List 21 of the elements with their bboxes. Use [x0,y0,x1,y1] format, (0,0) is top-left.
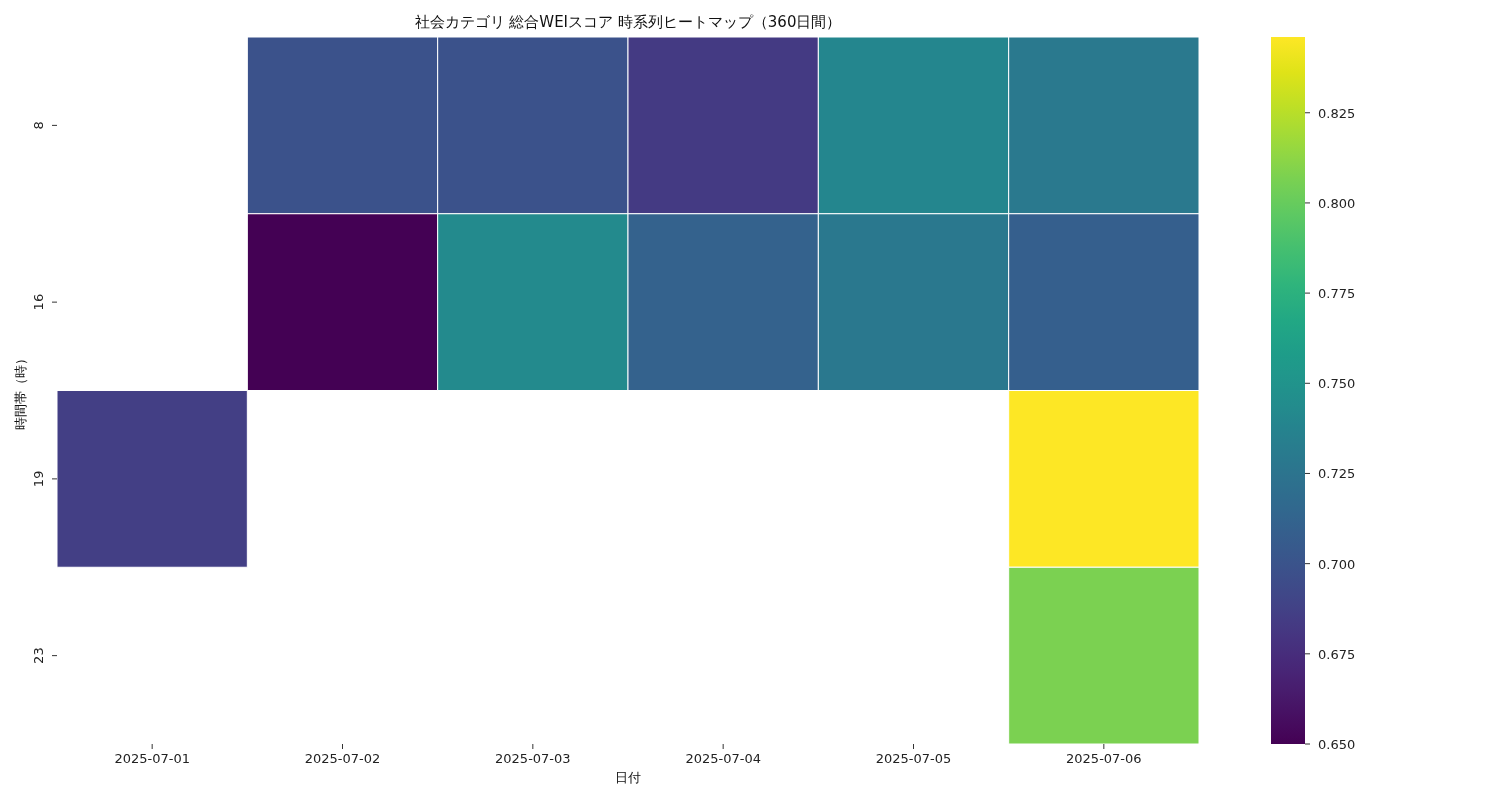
color-bar-label: 0.700 [1318,556,1356,572]
color-bar-label: 0.825 [1318,105,1356,121]
x-tick-label: 2025-07-02 [304,751,381,766]
y-tick-label: 8 [31,121,46,130]
color-bar-label: 0.725 [1318,466,1356,482]
color-bar-label: 0.750 [1318,376,1356,392]
color-bar-label: 0.775 [1318,286,1356,302]
x-tick-label: 2025-07-05 [875,751,952,766]
color-bar-label: 0.800 [1318,195,1356,211]
color-bar-label: 0.675 [1318,646,1356,662]
x-axis-title: 日付 [615,770,641,785]
y-axis-title: 時間帯（時） [13,351,28,430]
x-tick-label: 2025-07-04 [685,751,761,766]
x-tick-label: 2025-07-03 [495,751,571,766]
x-tick-label: 2025-07-06 [1066,751,1142,766]
y-tick-label: 19 [31,470,46,488]
y-tick-label: 23 [31,647,46,664]
x-tick-label: 2025-07-01 [114,751,190,766]
color-bar-label: 0.650 [1318,737,1356,752]
y-tick-label: 16 [31,293,46,311]
chart-title: 社会カテゴリ 総合WEIスコア 時系列ヒートマップ（360日間） [414,13,842,31]
